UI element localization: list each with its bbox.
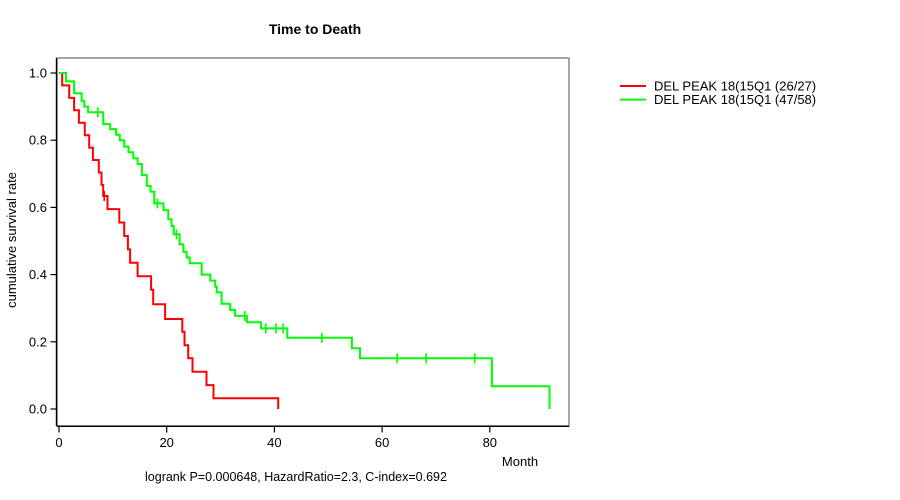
legend-label-red: DEL PEAK 18(15Q1 (26/27) (654, 79, 816, 94)
x-tick-label: 80 (483, 435, 497, 450)
legend: DEL PEAK 18(15Q1 (26/27) DEL PEAK 18(15Q… (620, 79, 816, 107)
y-tick-label: 0.4 (29, 267, 47, 282)
footer-stats: logrank P=0.000648, HazardRatio=2.3, C-i… (145, 470, 447, 484)
x-tick-label: 0 (55, 435, 62, 450)
x-axis: 0 20 40 60 80 (55, 426, 497, 450)
x-tick-label: 20 (159, 435, 173, 450)
y-tick-label: 0.6 (29, 200, 47, 215)
survival-curve-green (59, 72, 551, 409)
survival-curve-red (59, 72, 280, 409)
chart-title: Time to Death (269, 21, 361, 37)
y-tick-label: 0.2 (29, 334, 47, 349)
legend-label-green: DEL PEAK 18(15Q1 (47/58) (654, 92, 816, 107)
y-tick-label: 1.0 (29, 66, 47, 81)
y-axis-title: cumulative survival rate (4, 172, 19, 308)
x-tick-label: 60 (375, 435, 389, 450)
curves-layer (59, 72, 551, 409)
x-axis-title: Month (502, 454, 538, 469)
y-tick-label: 0.8 (29, 133, 47, 148)
y-tick-label: 0.0 (29, 402, 47, 417)
x-tick-label: 40 (267, 435, 281, 450)
y-axis: 0.0 0.2 0.4 0.6 0.8 1.0 (29, 66, 57, 417)
